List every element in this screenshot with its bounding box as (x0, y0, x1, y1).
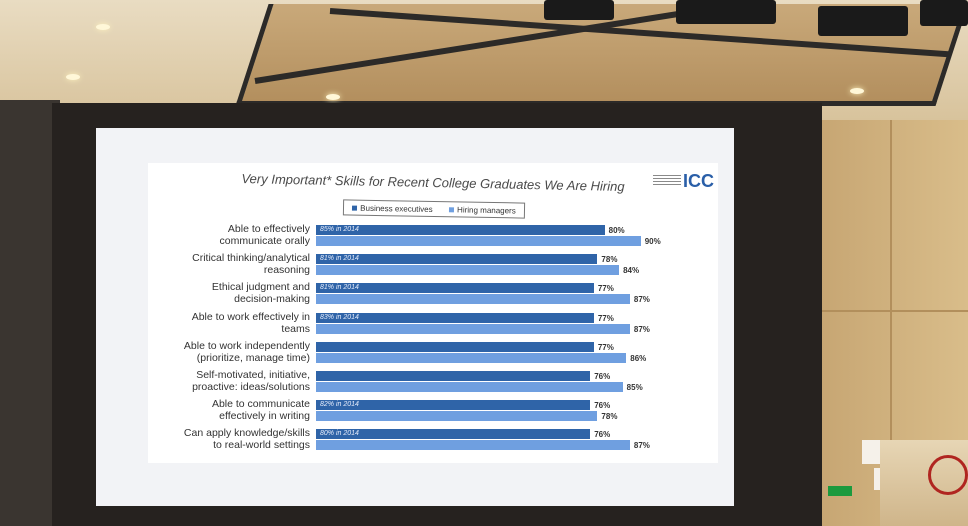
bar-hiring-managers (316, 352, 627, 363)
value-label-executives: 78% (601, 255, 618, 265)
bar-hiring-managers (316, 265, 620, 276)
bar-hiring-managers (316, 236, 641, 246)
value-label-hiring-managers: 86% (630, 353, 647, 363)
value-label-executives: 76% (594, 372, 611, 381)
annotation-2014: 81% in 2014 (320, 255, 359, 263)
value-label-hiring-managers: 87% (633, 324, 650, 334)
projector (676, 0, 776, 24)
value-label-executives: 77% (597, 342, 614, 352)
category-label: Critical thinking/analytical reasoning (192, 252, 310, 277)
annotation-2014: 81% in 2014 (320, 284, 359, 292)
category-label: Ethical judgment and decision-making (211, 281, 310, 306)
annotation-2014: 80% in 2014 (320, 430, 359, 438)
value-label-executives: 77% (597, 313, 614, 323)
category-label: Able to work effectively in teams (191, 310, 310, 335)
left-wall (0, 100, 60, 526)
bar-hiring-managers (316, 323, 630, 334)
value-label-executives: 77% (597, 284, 614, 294)
bar-business-executives (316, 283, 594, 294)
bar-business-executives (316, 400, 591, 411)
exit-sign (828, 486, 852, 496)
value-label-hiring-managers: 87% (633, 441, 650, 451)
legend-item-exec: Business executives (352, 203, 433, 213)
value-label-executives: 80% (608, 226, 625, 235)
bar-hiring-managers (316, 440, 630, 451)
value-label-hiring-managers: 90% (644, 237, 661, 246)
bar-business-executives (316, 254, 598, 265)
bar-hiring-managers (316, 411, 598, 422)
value-label-hiring-managers: 85% (626, 383, 643, 392)
university-seal (928, 455, 968, 495)
value-label-hiring-managers: 78% (601, 412, 618, 422)
bar-hiring-managers (316, 382, 623, 392)
legend-item-hire: Hiring managers (449, 205, 516, 215)
chart-legend: Business executives Hiring managers (342, 199, 526, 219)
value-label-executives: 76% (594, 401, 611, 411)
slide: Very Important* Skills for Recent Colleg… (148, 163, 718, 463)
value-label-hiring-managers: 87% (633, 295, 650, 305)
category-label: Self-motivated, initiative, proactive: id… (192, 369, 310, 393)
ceiling-light (326, 94, 340, 100)
ceiling-light (96, 24, 110, 30)
bar-hiring-managers (316, 294, 630, 305)
category-label: Able to work independently (prioritize, m… (183, 339, 310, 364)
bar-business-executives (316, 371, 591, 381)
annotation-2014: 82% in 2014 (320, 401, 359, 409)
value-label-hiring-managers: 84% (623, 266, 640, 276)
annotation-2014: 83% in 2014 (320, 313, 359, 321)
category-label: Able to communicate effectively in writin… (211, 398, 310, 423)
ceiling-light (850, 88, 864, 94)
category-label: Able to effectively communicate orally (219, 223, 310, 247)
bar-business-executives (316, 341, 594, 352)
logo-tagline (653, 175, 681, 187)
icc-logo: ICC (683, 171, 714, 191)
projector (544, 0, 614, 20)
chart-title: Very Important* Skills for Recent Colleg… (241, 170, 625, 195)
category-label: Can apply knowledge/skills to real-world … (183, 427, 310, 452)
projector (920, 0, 968, 26)
bar-business-executives (316, 312, 594, 323)
value-label-executives: 76% (594, 430, 611, 440)
ceiling-light (66, 74, 80, 80)
bar-business-executives (316, 225, 605, 235)
projector (818, 6, 908, 36)
annotation-2014: 85% in 2014 (320, 226, 359, 233)
bar-business-executives (316, 429, 591, 440)
